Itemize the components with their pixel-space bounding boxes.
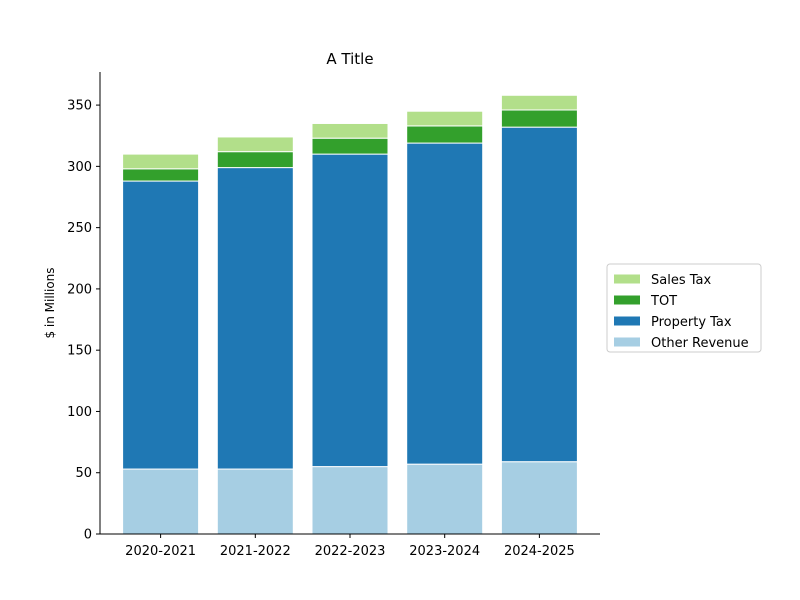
legend: Sales Tax TOT Property Tax Other Revenue	[606, 263, 762, 353]
bar-other-revenue-2022-2023	[311, 466, 389, 535]
bar-sales-tax-2021-2022	[216, 136, 294, 153]
bar-tot-2023-2024	[406, 125, 484, 144]
bars-layer	[122, 94, 578, 535]
bar-other-revenue-2021-2022	[216, 468, 294, 535]
legend-label-sales-tax: Sales Tax	[651, 273, 711, 288]
bar-sales-tax-2024-2025	[500, 94, 578, 111]
bar-tot-2021-2022	[216, 151, 294, 169]
x-tick-label: 2022-2023	[315, 544, 386, 559]
bar-other-revenue-2020-2021	[122, 468, 200, 535]
x-tick-label: 2020-2021	[125, 544, 196, 559]
bar-property-tax-2022-2023	[311, 153, 389, 468]
x-tick-label: 2024-2025	[504, 544, 575, 559]
legend-swatch-other-revenue	[614, 337, 640, 347]
bar-tot-2024-2025	[500, 109, 578, 128]
bar-sales-tax-2022-2023	[311, 122, 389, 139]
y-tick-label: 250	[67, 221, 92, 236]
bar-property-tax-2021-2022	[216, 167, 294, 470]
bar-sales-tax-2023-2024	[406, 110, 484, 127]
y-axis-label: $ in Millions	[43, 267, 57, 338]
legend-label-property-tax: Property Tax	[651, 315, 732, 330]
y-tick-label: 100	[67, 405, 92, 420]
legend-label-other-revenue: Other Revenue	[651, 336, 749, 351]
bar-property-tax-2020-2021	[122, 180, 200, 470]
bar-property-tax-2023-2024	[406, 142, 484, 465]
bar-tot-2020-2021	[122, 168, 200, 182]
y-tick-label: 200	[67, 282, 92, 297]
legend-swatch-property-tax	[614, 316, 640, 326]
legend-swatch-sales-tax	[614, 274, 640, 284]
legend-swatch-tot	[614, 295, 640, 305]
y-tick-label: 150	[67, 344, 92, 359]
y-tick-label: 350	[67, 99, 92, 114]
legend-label-tot: TOT	[650, 294, 677, 309]
bar-other-revenue-2023-2024	[406, 463, 484, 535]
bar-property-tax-2024-2025	[500, 126, 578, 463]
bar-other-revenue-2024-2025	[500, 461, 578, 535]
y-tick-label: 300	[67, 160, 92, 175]
x-tick-label: 2023-2024	[409, 544, 480, 559]
legend-frame	[606, 263, 762, 353]
axes-layer: 0 50 100 150 200 250 300 350 2020-2021 2021-2022 2…	[67, 72, 600, 559]
chart-title: A Title	[326, 50, 373, 68]
bar-tot-2022-2023	[311, 137, 389, 155]
bar-sales-tax-2020-2021	[122, 153, 200, 170]
y-tick-label: 50	[75, 466, 92, 481]
x-tick-label: 2021-2022	[220, 544, 291, 559]
y-tick-label: 0	[84, 528, 92, 543]
